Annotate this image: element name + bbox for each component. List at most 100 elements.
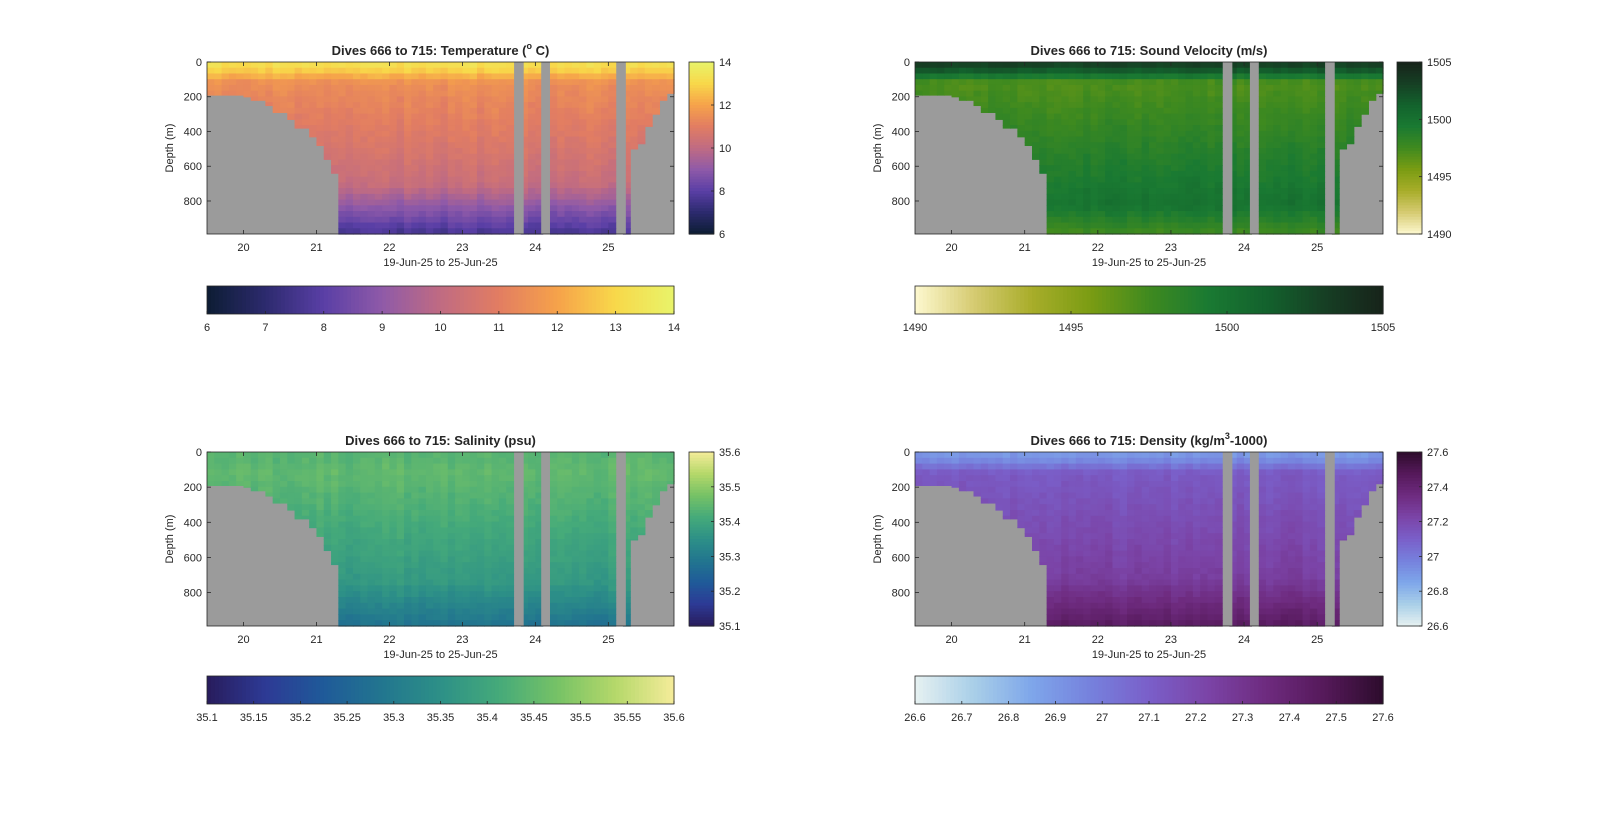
heatmap-cell: [1068, 176, 1077, 183]
heatmap-cell: [352, 591, 361, 598]
heatmap-cell: [360, 475, 369, 482]
heatmap-cell: [1331, 193, 1340, 201]
heatmap-cell: [564, 153, 573, 161]
gap-bar: [514, 452, 524, 626]
heatmap-cell: [1097, 211, 1106, 218]
heatmap-cell: [476, 591, 485, 598]
heatmap-cell: [476, 608, 485, 615]
heatmap-cell: [1090, 90, 1099, 97]
heatmap-cell: [608, 602, 617, 610]
heatmap-cell: [498, 136, 507, 143]
heatmap-cell: [367, 96, 376, 103]
heatmap-cell: [922, 90, 931, 96]
heatmap-cell: [389, 504, 398, 511]
heatmap-cell: [535, 452, 544, 459]
heatmap-cell: [644, 84, 653, 92]
heatmap-cell: [506, 136, 515, 143]
heatmap-cell: [1127, 84, 1135, 92]
heatmap-cell: [433, 515, 442, 523]
heatmap-cell: [1097, 102, 1106, 109]
colorbar-swatch: [1397, 127, 1422, 132]
heatmap-cell: [1170, 193, 1179, 201]
heatmap-cell: [1185, 153, 1194, 161]
colorbar-swatch: [689, 454, 714, 459]
heatmap-cell: [389, 125, 398, 132]
heatmap-cell: [1053, 165, 1062, 172]
heatmap-cell: [579, 205, 588, 212]
heatmap-cell: [564, 510, 573, 517]
heatmap-cell: [1295, 170, 1304, 178]
heatmap-cell: [455, 539, 463, 546]
heatmap-cell: [484, 573, 493, 581]
heatmap-cell: [440, 90, 449, 97]
heatmap-cell: [352, 521, 361, 528]
heatmap-cell: [944, 481, 953, 486]
heatmap-cell: [579, 84, 588, 92]
colorbar-swatch: [421, 676, 426, 704]
heatmap-cell: [382, 159, 391, 166]
heatmap-cell: [622, 125, 631, 132]
colorbar-swatch: [463, 676, 469, 704]
heatmap-cell: [1039, 475, 1048, 482]
heatmap-cell: [447, 125, 456, 132]
heatmap-cell: [360, 597, 369, 604]
heatmap-cell: [1046, 193, 1055, 201]
heatmap-cell: [506, 591, 515, 598]
heatmap-cell: [374, 113, 383, 120]
heatmap-cell: [425, 498, 434, 505]
heatmap-cell: [469, 67, 478, 75]
heatmap-cell: [1149, 216, 1157, 224]
heatmap-cell: [462, 188, 471, 195]
heatmap-cell: [476, 216, 485, 224]
heatmap-cell: [1368, 96, 1377, 101]
heatmap-cell: [557, 510, 566, 517]
heatmap-cell: [1105, 228, 1114, 235]
heatmap-cell: [1258, 142, 1267, 149]
heatmap-cell: [622, 216, 631, 224]
heatmap-cell: [1375, 62, 1384, 69]
heatmap-cell: [520, 573, 529, 581]
heatmap-cell: [447, 182, 456, 189]
heatmap-cell: [535, 142, 544, 149]
heatmap-cell: [404, 562, 412, 569]
heatmap-cell: [1200, 90, 1209, 97]
heatmap-cell: [1280, 165, 1289, 172]
heatmap-cell: [922, 79, 931, 86]
heatmap-cell: [557, 475, 566, 482]
heatmap-cell: [440, 585, 449, 592]
heatmap-cell: [1273, 96, 1282, 103]
heatmap-cell: [1039, 486, 1048, 494]
heatmap-cell: [243, 463, 252, 470]
y-tick-label: 0: [196, 447, 202, 459]
heatmap-cell: [528, 556, 536, 563]
heatmap-cell: [258, 452, 266, 459]
heatmap-cell: [1295, 182, 1304, 189]
heatmap-cell: [1178, 125, 1187, 132]
heatmap-cell: [535, 153, 544, 161]
heatmap-cell: [622, 182, 631, 189]
heatmap-cell: [433, 216, 442, 224]
heatmap-cell: [455, 486, 463, 494]
heatmap-cell: [462, 562, 471, 569]
heatmap-cell: [652, 67, 661, 75]
heatmap-cell: [411, 84, 420, 92]
heatmap-cell: [316, 515, 325, 523]
heatmap-cell: [250, 90, 259, 97]
heatmap-cell: [447, 504, 456, 511]
heatmap-cell: [338, 527, 347, 534]
heatmap-cell: [1010, 463, 1018, 470]
heatmap-cell: [944, 79, 953, 86]
heatmap-cell: [1200, 125, 1209, 132]
heatmap-cell: [1068, 159, 1077, 166]
heatmap-cell: [1287, 211, 1296, 218]
heatmap-cell: [1229, 119, 1238, 126]
heatmap-cell: [1207, 205, 1216, 212]
heatmap-cell: [1112, 67, 1121, 75]
heatmap-cell: [593, 159, 602, 166]
heatmap-cell: [579, 463, 588, 470]
heatmap-cell: [1170, 148, 1179, 155]
heatmap-cell: [1053, 113, 1062, 120]
heatmap-cell: [1134, 211, 1143, 218]
heatmap-cell: [571, 486, 580, 494]
heatmap-cell: [1112, 90, 1121, 97]
